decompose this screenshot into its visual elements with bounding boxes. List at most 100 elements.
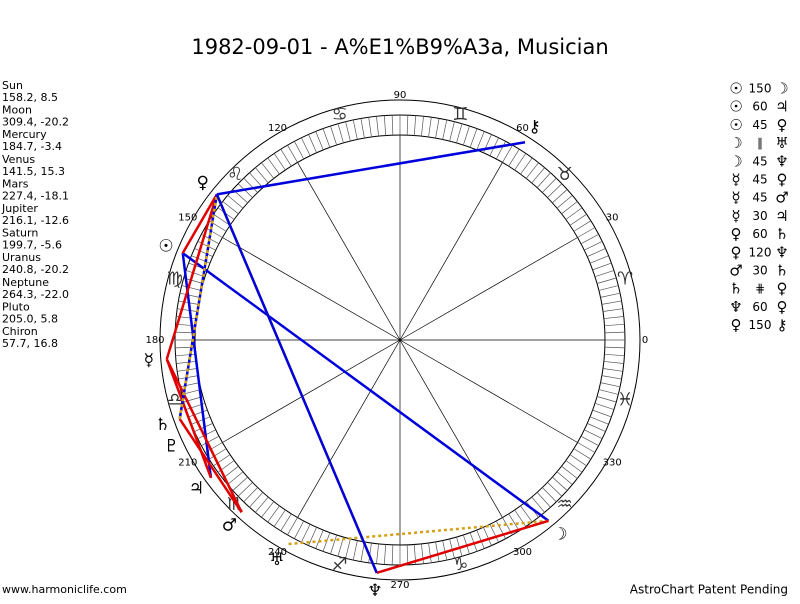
footer-right: AstroChart Patent Pending xyxy=(630,583,788,597)
planet-coords: 227.4, -18.1 xyxy=(2,189,69,202)
ring-tick xyxy=(188,409,208,418)
ring-tick xyxy=(294,141,305,160)
ring-tick xyxy=(352,540,358,561)
aspect-angle: ⋕ xyxy=(755,282,765,296)
planet-glyph: ♂ xyxy=(222,515,237,535)
aspect-glyph-b: ☽ xyxy=(775,80,788,98)
ring-tick xyxy=(213,213,231,226)
ring-tick xyxy=(360,118,365,139)
ring-tick xyxy=(261,162,275,179)
aspect-glyph-a: ☉ xyxy=(729,98,742,116)
aspect-angle: 150 xyxy=(749,318,772,332)
ring-tick xyxy=(376,116,379,137)
ring-tick xyxy=(525,162,539,179)
ring-tick xyxy=(345,538,351,559)
ring-tick xyxy=(495,520,506,539)
ring-tick xyxy=(413,115,417,136)
ring-tick xyxy=(330,534,337,555)
degree-label: 300 xyxy=(513,547,532,558)
zodiac-sign: ♍ xyxy=(167,269,183,290)
ring-tick xyxy=(604,353,625,357)
ring-tick xyxy=(435,118,440,139)
aspect-line xyxy=(285,519,549,546)
planet-coords: 309.4, -20.2 xyxy=(2,116,69,129)
planet-glyph: ♄ xyxy=(155,415,170,435)
ring-tick xyxy=(531,496,545,513)
planet-name: Venus xyxy=(2,153,35,166)
ring-tick xyxy=(368,542,372,563)
ring-tick xyxy=(175,353,196,357)
ring-tick xyxy=(267,505,280,523)
ring-tick xyxy=(577,442,596,453)
ring-tick xyxy=(483,527,492,546)
ring-tick xyxy=(442,540,448,561)
aspect-line xyxy=(216,140,526,196)
ring-tick xyxy=(406,544,409,565)
planet-glyph: ☽ xyxy=(552,525,567,545)
ring-tick xyxy=(237,482,253,497)
ring-tick xyxy=(577,227,596,238)
ring-tick xyxy=(442,119,448,140)
ring-tick xyxy=(308,527,317,546)
ring-tick xyxy=(428,117,432,138)
ring-tick xyxy=(273,153,286,171)
ring-tick xyxy=(547,482,563,497)
planet-glyph: ♅ xyxy=(269,550,284,570)
ring-tick xyxy=(179,292,200,298)
degree-label: 210 xyxy=(178,458,197,469)
aspect-glyph-a: ☽ xyxy=(729,152,742,170)
ring-tick xyxy=(255,167,269,184)
ring-tick xyxy=(209,448,227,460)
ring-tick xyxy=(600,292,621,298)
planet-glyph: ☿ xyxy=(144,351,154,371)
aspect-glyph-b: ♀ xyxy=(777,171,788,189)
ring-tick xyxy=(552,189,568,204)
planet-glyph: ☉ xyxy=(158,236,173,256)
aspect-line xyxy=(181,252,550,522)
aspect-glyph-b: ♆ xyxy=(775,243,788,261)
ring-tick xyxy=(565,207,583,220)
ring-tick xyxy=(601,375,622,380)
ring-tick xyxy=(569,454,587,467)
ring-tick xyxy=(604,331,625,334)
degree-label: 330 xyxy=(603,458,622,469)
ring-tick xyxy=(227,471,244,485)
aspect-angle: 60 xyxy=(752,100,767,114)
ring-tick xyxy=(592,262,612,271)
aspect-angle: ∥ xyxy=(757,136,763,150)
degree-label: 240 xyxy=(268,547,287,558)
degree-label: 60 xyxy=(516,123,529,134)
ring-tick xyxy=(603,316,624,319)
footer-left: www.harmoniclife.com xyxy=(2,583,127,596)
ring-tick xyxy=(594,270,615,277)
degree-label: 120 xyxy=(268,123,287,134)
planet-name: Mercury xyxy=(2,128,47,141)
aspect-glyph-b: ♂ xyxy=(775,189,788,207)
ring-tick xyxy=(315,529,324,549)
ring-tick xyxy=(542,177,557,193)
planet-glyph: ♀ xyxy=(197,173,209,193)
aspect-angle: 60 xyxy=(752,227,767,241)
planet-coords: 141.5, 15.3 xyxy=(2,165,65,178)
ring-tick xyxy=(594,403,615,410)
planet-coords: 184.7, -3.4 xyxy=(2,140,62,153)
ring-tick xyxy=(243,177,258,193)
planet-coords: 216.1, -12.6 xyxy=(2,214,69,227)
radial-line xyxy=(222,237,401,341)
ring-tick xyxy=(603,361,624,364)
ring-tick xyxy=(222,201,239,215)
ring-tick xyxy=(495,141,506,160)
ring-tick xyxy=(255,496,269,513)
ring-tick xyxy=(589,255,609,264)
ring-tick xyxy=(204,227,223,238)
ring-tick xyxy=(243,487,258,503)
ring-tick xyxy=(569,213,587,226)
ring-tick xyxy=(596,396,617,403)
ring-tick xyxy=(573,220,591,232)
degree-label: 180 xyxy=(145,335,164,346)
ring-tick xyxy=(197,241,216,251)
ring-tick xyxy=(456,123,463,144)
radial-line xyxy=(297,339,401,518)
